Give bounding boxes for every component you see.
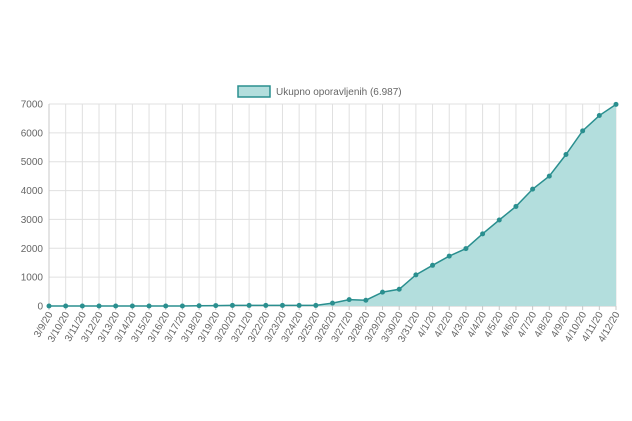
data-point[interactable] [580,128,586,134]
x-axis: 3/9/203/10/203/11/203/12/203/13/203/14/2… [32,306,623,344]
data-point[interactable] [430,262,436,268]
data-point[interactable] [413,272,419,278]
data-point[interactable] [279,302,285,308]
data-point[interactable] [380,289,386,295]
data-point[interactable] [79,303,85,309]
data-point[interactable] [113,303,119,309]
data-point[interactable] [446,253,452,259]
data-point[interactable] [480,231,486,237]
y-tick-label: 7000 [21,100,44,111]
data-point[interactable] [513,203,519,209]
data-point[interactable] [263,302,269,308]
data-point[interactable] [163,303,169,309]
data-points [46,101,619,309]
data-point[interactable] [63,303,69,309]
data-point[interactable] [246,302,252,308]
data-point[interactable] [563,152,569,157]
data-point[interactable] [330,300,335,306]
data-point[interactable] [179,303,185,309]
data-point[interactable] [96,303,102,309]
data-point[interactable] [613,101,619,107]
y-tick-label: 2000 [21,244,44,255]
data-point[interactable] [496,217,502,223]
y-tick-label: 6000 [21,128,44,139]
legend-swatch[interactable] [237,85,271,98]
data-point[interactable] [146,303,152,309]
data-point[interactable] [363,297,369,303]
y-tick-label: 4000 [21,186,44,197]
data-point[interactable] [229,302,235,308]
data-point[interactable] [346,297,352,303]
y-tick-label: 3000 [21,215,44,226]
data-point[interactable] [46,303,52,309]
data-point[interactable] [546,173,552,179]
data-point[interactable] [213,303,219,309]
data-point[interactable] [296,302,302,308]
y-tick-label: 1000 [21,273,44,284]
legend-label[interactable]: Ukupno oporavljenih (6.987) [276,87,402,98]
data-point[interactable] [396,286,402,292]
data-point[interactable] [596,113,602,119]
data-point[interactable] [313,302,319,308]
y-tick-label: 0 [37,302,43,313]
series-area [49,104,616,306]
data-point[interactable] [196,303,202,309]
data-point[interactable] [129,303,135,309]
data-point[interactable] [463,246,469,252]
y-axis: 0 1000 2000 3000 4000 5000 6000 7000 [21,100,50,313]
y-tick-label: 5000 [21,157,44,168]
legend[interactable]: Ukupno oporavljenih (6.987) [237,85,402,98]
data-point[interactable] [530,186,536,192]
